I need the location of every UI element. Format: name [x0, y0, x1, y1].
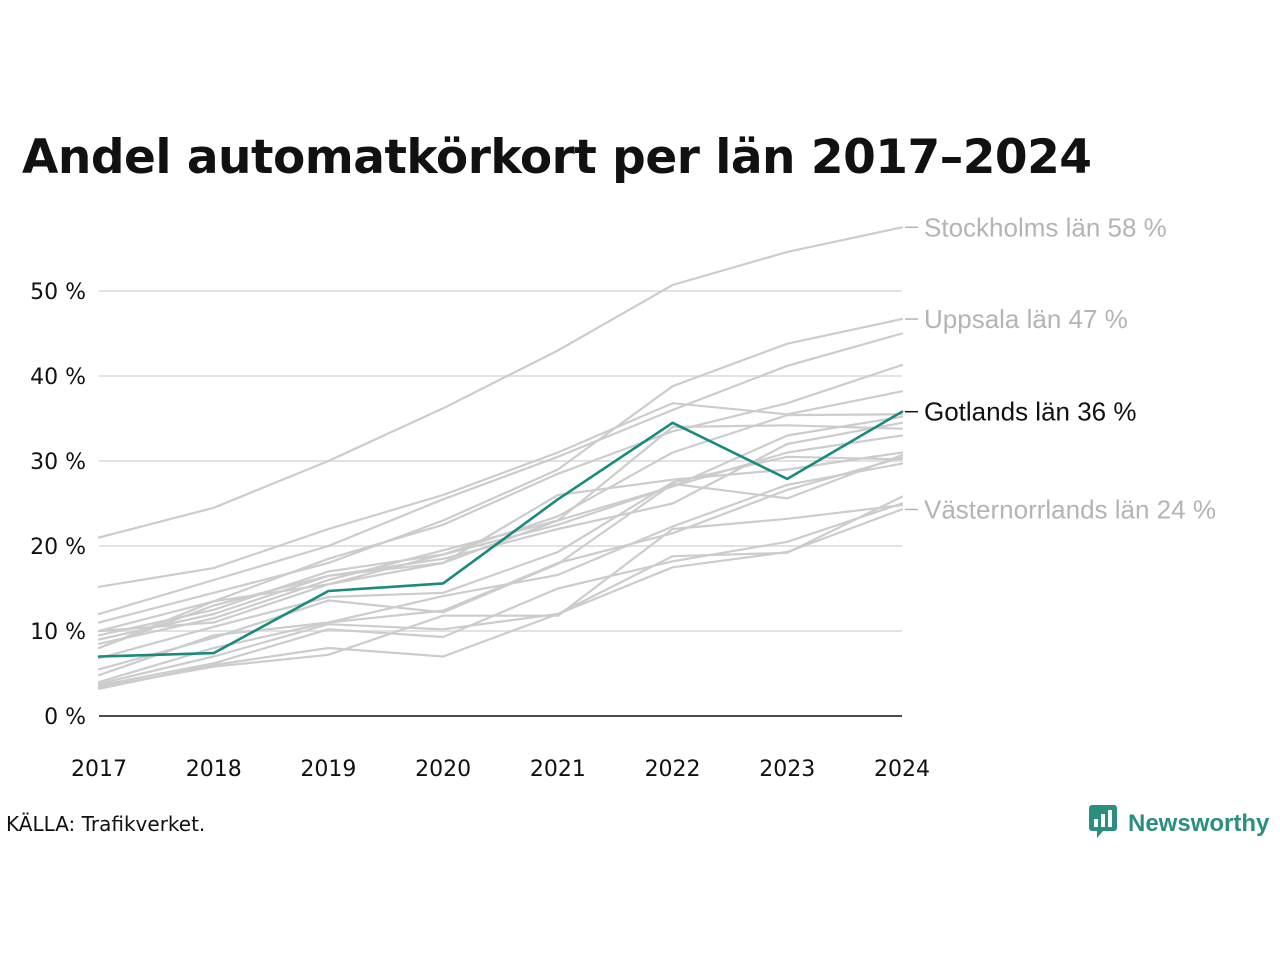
end-label: Stockholms län 58 % — [924, 212, 1167, 242]
x-tick-label: 2023 — [759, 757, 815, 782]
newsworthy-logo-icon — [1088, 804, 1120, 844]
y-tick-label: 10 % — [30, 620, 86, 645]
x-tick-label: 2017 — [71, 757, 127, 782]
y-tick-label: 50 % — [30, 280, 86, 305]
chart-title: Andel automatkörkort per län 2017–2024 — [22, 130, 1092, 185]
brand-logo[interactable]: Newsworthy — [1088, 804, 1269, 844]
series-line — [97, 390, 904, 588]
series-line — [97, 502, 904, 687]
series-line — [97, 421, 904, 641]
x-tick-label: 2019 — [300, 757, 356, 782]
series-line — [97, 504, 904, 689]
series-line — [97, 226, 904, 539]
y-tick-label: 20 % — [30, 535, 86, 560]
series-line — [97, 495, 904, 685]
y-tick-label: 0 % — [44, 705, 86, 730]
series-line — [97, 508, 904, 690]
series-line — [97, 455, 904, 660]
series-line — [97, 363, 904, 633]
x-tick-label: 2021 — [530, 757, 586, 782]
gridlines — [99, 290, 902, 632]
series-line — [97, 317, 904, 624]
series-line — [97, 424, 904, 645]
y-tick-label: 30 % — [30, 450, 86, 475]
y-tick-label: 40 % — [30, 365, 86, 390]
series-line — [97, 451, 904, 650]
x-axis: 0 % 10 % 20 % 30 % 40 % 50 % 2017 2018 2019 2020 2… — [30, 280, 930, 782]
series-line — [97, 456, 904, 684]
end-label: Uppsala län 47 % — [924, 304, 1128, 334]
series-line — [97, 332, 904, 616]
series-line — [97, 415, 904, 637]
series-line — [97, 462, 904, 677]
end-label: Västernorrlands län 24 % — [924, 494, 1216, 524]
series-lines — [97, 226, 904, 690]
x-tick-label: 2020 — [415, 757, 471, 782]
x-tick-label: 2018 — [186, 757, 242, 782]
series-line-highlight — [97, 410, 904, 658]
end-label: Gotlands län 36 % — [924, 397, 1136, 427]
source-note: KÄLLA: Trafikverket. — [6, 812, 206, 836]
brand-name: Newsworthy — [1128, 810, 1270, 837]
end-labels: Stockholms län 58 % Uppsala län 47 % Gotla… — [905, 212, 1216, 524]
x-tick-label: 2022 — [645, 757, 701, 782]
x-tick-label: 2024 — [874, 757, 930, 782]
